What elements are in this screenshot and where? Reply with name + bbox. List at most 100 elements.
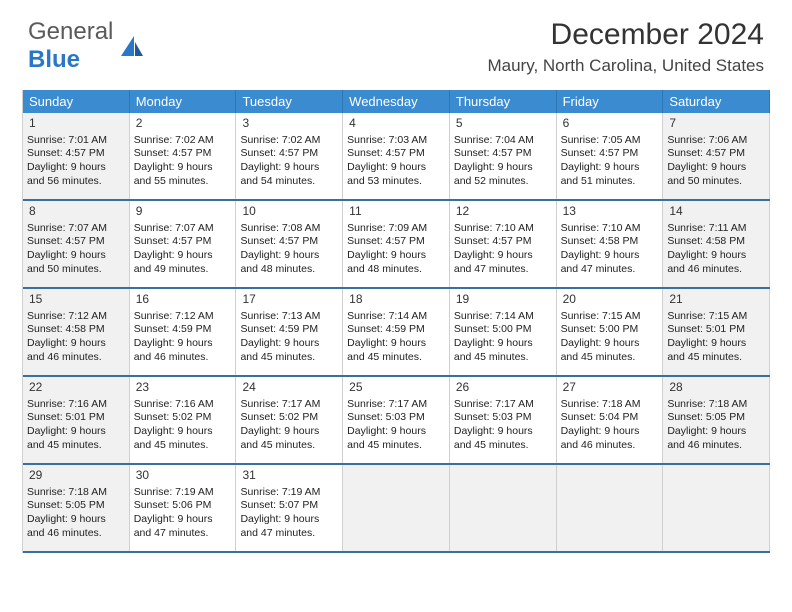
daylight-line-1: Daylight: 9 hours: [561, 161, 659, 175]
daylight-line-1: Daylight: 9 hours: [134, 161, 232, 175]
sunset-line: Sunset: 4:57 PM: [134, 235, 232, 249]
day-cell: 19Sunrise: 7:14 AMSunset: 5:00 PMDayligh…: [450, 289, 557, 375]
sunrise-line: Sunrise: 7:14 AM: [454, 310, 552, 324]
day-number: 19: [454, 291, 552, 310]
sunrise-line: Sunrise: 7:08 AM: [240, 222, 338, 236]
day-cell: 29Sunrise: 7:18 AMSunset: 5:05 PMDayligh…: [23, 465, 130, 551]
brand-logo: General Blue: [28, 18, 145, 74]
sunrise-line: Sunrise: 7:11 AM: [667, 222, 765, 236]
daylight-line-1: Daylight: 9 hours: [134, 513, 232, 527]
daylight-line-2: and 48 minutes.: [347, 263, 445, 277]
day-number: 23: [134, 379, 232, 398]
day-cell: 18Sunrise: 7:14 AMSunset: 4:59 PMDayligh…: [343, 289, 450, 375]
daylight-line-1: Daylight: 9 hours: [454, 161, 552, 175]
day-number: 4: [347, 115, 445, 134]
brand-top: General: [28, 18, 113, 45]
daylight-line-2: and 45 minutes.: [561, 351, 659, 365]
day-number: 3: [240, 115, 338, 134]
sunrise-line: Sunrise: 7:07 AM: [27, 222, 125, 236]
day-cell: 17Sunrise: 7:13 AMSunset: 4:59 PMDayligh…: [236, 289, 343, 375]
day-cell: 1Sunrise: 7:01 AMSunset: 4:57 PMDaylight…: [23, 113, 130, 199]
daylight-line-1: Daylight: 9 hours: [27, 513, 125, 527]
daylight-line-1: Daylight: 9 hours: [240, 161, 338, 175]
day-cell: 14Sunrise: 7:11 AMSunset: 4:58 PMDayligh…: [663, 201, 770, 287]
day-number: 8: [27, 203, 125, 222]
sunrise-line: Sunrise: 7:15 AM: [667, 310, 765, 324]
sunrise-line: Sunrise: 7:12 AM: [134, 310, 232, 324]
sunrise-line: Sunrise: 7:19 AM: [240, 486, 338, 500]
sunset-line: Sunset: 4:58 PM: [667, 235, 765, 249]
daylight-line-2: and 47 minutes.: [561, 263, 659, 277]
sunset-line: Sunset: 5:05 PM: [27, 499, 125, 513]
sunrise-line: Sunrise: 7:03 AM: [347, 134, 445, 148]
day-cell: 10Sunrise: 7:08 AMSunset: 4:57 PMDayligh…: [236, 201, 343, 287]
sunrise-line: Sunrise: 7:12 AM: [27, 310, 125, 324]
sunset-line: Sunset: 4:57 PM: [561, 147, 659, 161]
location-label: Maury, North Carolina, United States: [487, 56, 764, 76]
sunset-line: Sunset: 4:57 PM: [454, 147, 552, 161]
day-number: 13: [561, 203, 659, 222]
day-cell: 5Sunrise: 7:04 AMSunset: 4:57 PMDaylight…: [450, 113, 557, 199]
sunset-line: Sunset: 5:07 PM: [240, 499, 338, 513]
sunset-line: Sunset: 5:01 PM: [27, 411, 125, 425]
daylight-line-2: and 47 minutes.: [134, 527, 232, 541]
day-cell: 16Sunrise: 7:12 AMSunset: 4:59 PMDayligh…: [130, 289, 237, 375]
day-header: Saturday: [663, 90, 770, 113]
daylight-line-2: and 50 minutes.: [667, 175, 765, 189]
sunrise-line: Sunrise: 7:17 AM: [347, 398, 445, 412]
daylight-line-1: Daylight: 9 hours: [347, 249, 445, 263]
daylight-line-2: and 46 minutes.: [27, 527, 125, 541]
week-row: 15Sunrise: 7:12 AMSunset: 4:58 PMDayligh…: [23, 289, 770, 377]
daylight-line-1: Daylight: 9 hours: [667, 337, 765, 351]
daylight-line-1: Daylight: 9 hours: [667, 425, 765, 439]
daylight-line-1: Daylight: 9 hours: [134, 337, 232, 351]
day-cell: 26Sunrise: 7:17 AMSunset: 5:03 PMDayligh…: [450, 377, 557, 463]
sunset-line: Sunset: 4:57 PM: [27, 147, 125, 161]
sunrise-line: Sunrise: 7:19 AM: [134, 486, 232, 500]
daylight-line-2: and 47 minutes.: [454, 263, 552, 277]
day-cell: 13Sunrise: 7:10 AMSunset: 4:58 PMDayligh…: [557, 201, 664, 287]
daylight-line-1: Daylight: 9 hours: [134, 425, 232, 439]
sunrise-line: Sunrise: 7:18 AM: [561, 398, 659, 412]
day-number: 26: [454, 379, 552, 398]
day-number: 14: [667, 203, 765, 222]
daylight-line-2: and 56 minutes.: [27, 175, 125, 189]
week-row: 29Sunrise: 7:18 AMSunset: 5:05 PMDayligh…: [23, 465, 770, 553]
sunset-line: Sunset: 5:01 PM: [667, 323, 765, 337]
sunset-line: Sunset: 4:57 PM: [347, 235, 445, 249]
sunset-line: Sunset: 4:57 PM: [347, 147, 445, 161]
sunset-line: Sunset: 4:59 PM: [347, 323, 445, 337]
day-cell: 11Sunrise: 7:09 AMSunset: 4:57 PMDayligh…: [343, 201, 450, 287]
day-number: 25: [347, 379, 445, 398]
day-number: 2: [134, 115, 232, 134]
daylight-line-2: and 55 minutes.: [134, 175, 232, 189]
day-number: 30: [134, 467, 232, 486]
sunrise-line: Sunrise: 7:13 AM: [240, 310, 338, 324]
daylight-line-2: and 45 minutes.: [347, 439, 445, 453]
daylight-line-2: and 54 minutes.: [240, 175, 338, 189]
day-cell: 2Sunrise: 7:02 AMSunset: 4:57 PMDaylight…: [130, 113, 237, 199]
day-cell: 4Sunrise: 7:03 AMSunset: 4:57 PMDaylight…: [343, 113, 450, 199]
sunrise-line: Sunrise: 7:06 AM: [667, 134, 765, 148]
daylight-line-1: Daylight: 9 hours: [240, 425, 338, 439]
day-number: 29: [27, 467, 125, 486]
sunrise-line: Sunrise: 7:16 AM: [134, 398, 232, 412]
day-cell: 31Sunrise: 7:19 AMSunset: 5:07 PMDayligh…: [236, 465, 343, 551]
day-cell: 8Sunrise: 7:07 AMSunset: 4:57 PMDaylight…: [23, 201, 130, 287]
daylight-line-2: and 53 minutes.: [347, 175, 445, 189]
sunset-line: Sunset: 5:04 PM: [561, 411, 659, 425]
day-header: Wednesday: [343, 90, 450, 113]
empty-cell: [343, 465, 450, 551]
daylight-line-1: Daylight: 9 hours: [134, 249, 232, 263]
day-cell: 28Sunrise: 7:18 AMSunset: 5:05 PMDayligh…: [663, 377, 770, 463]
sunrise-line: Sunrise: 7:17 AM: [454, 398, 552, 412]
sunset-line: Sunset: 4:57 PM: [27, 235, 125, 249]
sunset-line: Sunset: 4:58 PM: [27, 323, 125, 337]
daylight-line-1: Daylight: 9 hours: [561, 425, 659, 439]
day-number: 9: [134, 203, 232, 222]
daylight-line-1: Daylight: 9 hours: [240, 513, 338, 527]
week-row: 22Sunrise: 7:16 AMSunset: 5:01 PMDayligh…: [23, 377, 770, 465]
day-header-row: SundayMondayTuesdayWednesdayThursdayFrid…: [23, 90, 770, 113]
sunrise-line: Sunrise: 7:18 AM: [667, 398, 765, 412]
day-cell: 6Sunrise: 7:05 AMSunset: 4:57 PMDaylight…: [557, 113, 664, 199]
